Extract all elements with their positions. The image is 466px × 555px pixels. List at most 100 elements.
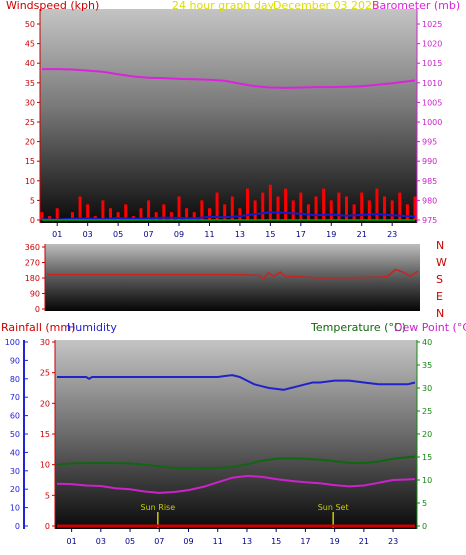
rainfall-tick-label: 0 — [45, 522, 50, 531]
wind-gust-bar — [215, 192, 219, 220]
windspeed-tick-label: 30 — [25, 98, 35, 107]
wind-gust-bar — [223, 204, 227, 220]
hour-tick-label: 05 — [125, 537, 135, 546]
wind-gust-bar — [177, 196, 181, 220]
temperature-tick-label: 20 — [422, 430, 432, 439]
hour-tick-label: 05 — [113, 230, 123, 239]
direction-tick-label: 90 — [30, 290, 40, 299]
barometer-tick-label: 985 — [422, 177, 437, 186]
dewpoint-axis-title: Dew Point (°C) — [394, 321, 466, 334]
barometer-tick-label: 995 — [422, 138, 437, 147]
barometer-tick-label: 1000 — [422, 118, 442, 127]
wind-gust-bar — [147, 200, 151, 220]
wind-gust-bar — [268, 184, 272, 220]
hour-tick-label: 13 — [235, 230, 245, 239]
hour-tick-label: 19 — [330, 537, 340, 546]
humidity-tick-label: 90 — [10, 356, 20, 365]
wind-gust-bar — [383, 196, 387, 220]
rainfall-tick-label: 5 — [45, 491, 50, 500]
hour-tick-label: 17 — [300, 537, 310, 546]
humidity-tick-label: 60 — [10, 412, 20, 421]
hour-tick-label: 21 — [359, 537, 369, 546]
direction-tick-label: 180 — [25, 274, 40, 283]
wind-gust-bar — [48, 216, 52, 220]
chart-date: December 03 2025 — [273, 0, 379, 12]
hour-tick-label: 17 — [296, 230, 306, 239]
wind-gust-bar — [390, 200, 394, 220]
direction-tick-label: 0 — [35, 305, 40, 314]
humidity-tick-label: 40 — [10, 448, 20, 457]
rainfall-tick-label: 10 — [40, 461, 50, 470]
temperature-line — [56, 455, 416, 470]
barometer-axis-title: Barometer (mb) — [372, 0, 460, 12]
windspeed-tick-label: 10 — [25, 177, 35, 186]
wind-gust-bar — [299, 192, 303, 220]
wind-gust-bar — [207, 208, 211, 220]
wind-gust-bar — [261, 192, 265, 220]
rainfall-tick-label: 15 — [40, 430, 50, 439]
humidity-tick-label: 20 — [10, 485, 20, 494]
wind-gust-bar — [78, 196, 82, 220]
direction-tick-label: 360 — [25, 243, 40, 252]
wind-gust-bar — [314, 196, 318, 220]
hour-tick-label: 01 — [52, 230, 62, 239]
wind-gust-bar — [154, 212, 158, 220]
humidity-tick-label: 0 — [15, 522, 20, 531]
wind-gust-bar — [162, 204, 166, 220]
wind-gust-bar — [329, 200, 333, 220]
barometer-tick-label: 975 — [422, 216, 437, 225]
compass-s: S — [436, 273, 443, 286]
rainfall-tick-label: 30 — [40, 338, 50, 347]
hour-tick-label: 07 — [154, 537, 164, 546]
rainfall-tick-label: 25 — [40, 369, 50, 378]
wind-gust-bar — [40, 212, 44, 220]
compass-w: W — [436, 256, 447, 269]
temperature-tick-label: 5 — [422, 499, 427, 508]
windspeed-tick-label: 5 — [30, 196, 35, 205]
hour-tick-label: 03 — [83, 230, 93, 239]
humidity-tick-label: 30 — [10, 467, 20, 476]
humidity-tick-label: 80 — [10, 375, 20, 384]
temperature-panel — [55, 340, 417, 529]
wind-gust-bar — [86, 204, 90, 220]
hour-tick-label: 07 — [143, 230, 153, 239]
plot-layer: 0510152025303540455097598098599099510001… — [5, 9, 442, 546]
hour-tick-label: 15 — [265, 230, 275, 239]
wind-gust-bar — [101, 200, 105, 220]
barometer-tick-label: 1015 — [422, 59, 442, 68]
barometer-tick-label: 990 — [422, 157, 437, 166]
windspeed-tick-label: 45 — [25, 40, 35, 49]
hour-tick-label: 11 — [213, 537, 223, 546]
wind-panel — [40, 9, 417, 223]
wind-gust-bar — [169, 212, 173, 220]
wind-gust-bar — [276, 196, 280, 220]
temperature-tick-label: 25 — [422, 407, 432, 416]
hour-tick-label: 03 — [96, 537, 106, 546]
rainfall-tick-label: 20 — [40, 399, 50, 408]
compass-n-top: N — [436, 239, 444, 252]
wind-gust-bar — [139, 208, 143, 220]
temperature-tick-label: 35 — [422, 361, 432, 370]
wind-gust-bar — [322, 188, 326, 220]
sunset-label: Sun Set — [318, 503, 349, 512]
barometer-tick-label: 1025 — [422, 20, 442, 29]
wind-gust-bar — [116, 212, 120, 220]
barometer-line — [42, 68, 416, 89]
windspeed-tick-label: 40 — [25, 59, 35, 68]
wind-direction-line — [47, 268, 419, 280]
wind-gust-bar — [124, 204, 128, 220]
wind-gust-bar — [253, 200, 257, 220]
sunrise-label: Sun Rise — [141, 503, 176, 512]
windspeed-tick-label: 20 — [25, 138, 35, 147]
direction-tick-label: 270 — [25, 259, 40, 268]
humidity-tick-label: 10 — [10, 504, 20, 513]
temperature-tick-label: 15 — [422, 453, 432, 462]
temperature-tick-label: 0 — [422, 522, 427, 531]
humidity-tick-label: 100 — [5, 338, 20, 347]
wind-gust-bar — [367, 200, 371, 220]
temperature-tick-label: 30 — [422, 384, 432, 393]
dewpoint-line — [56, 474, 416, 494]
barometer-tick-label: 1010 — [422, 79, 442, 88]
humidity-axis-title: Humidity — [67, 321, 117, 334]
